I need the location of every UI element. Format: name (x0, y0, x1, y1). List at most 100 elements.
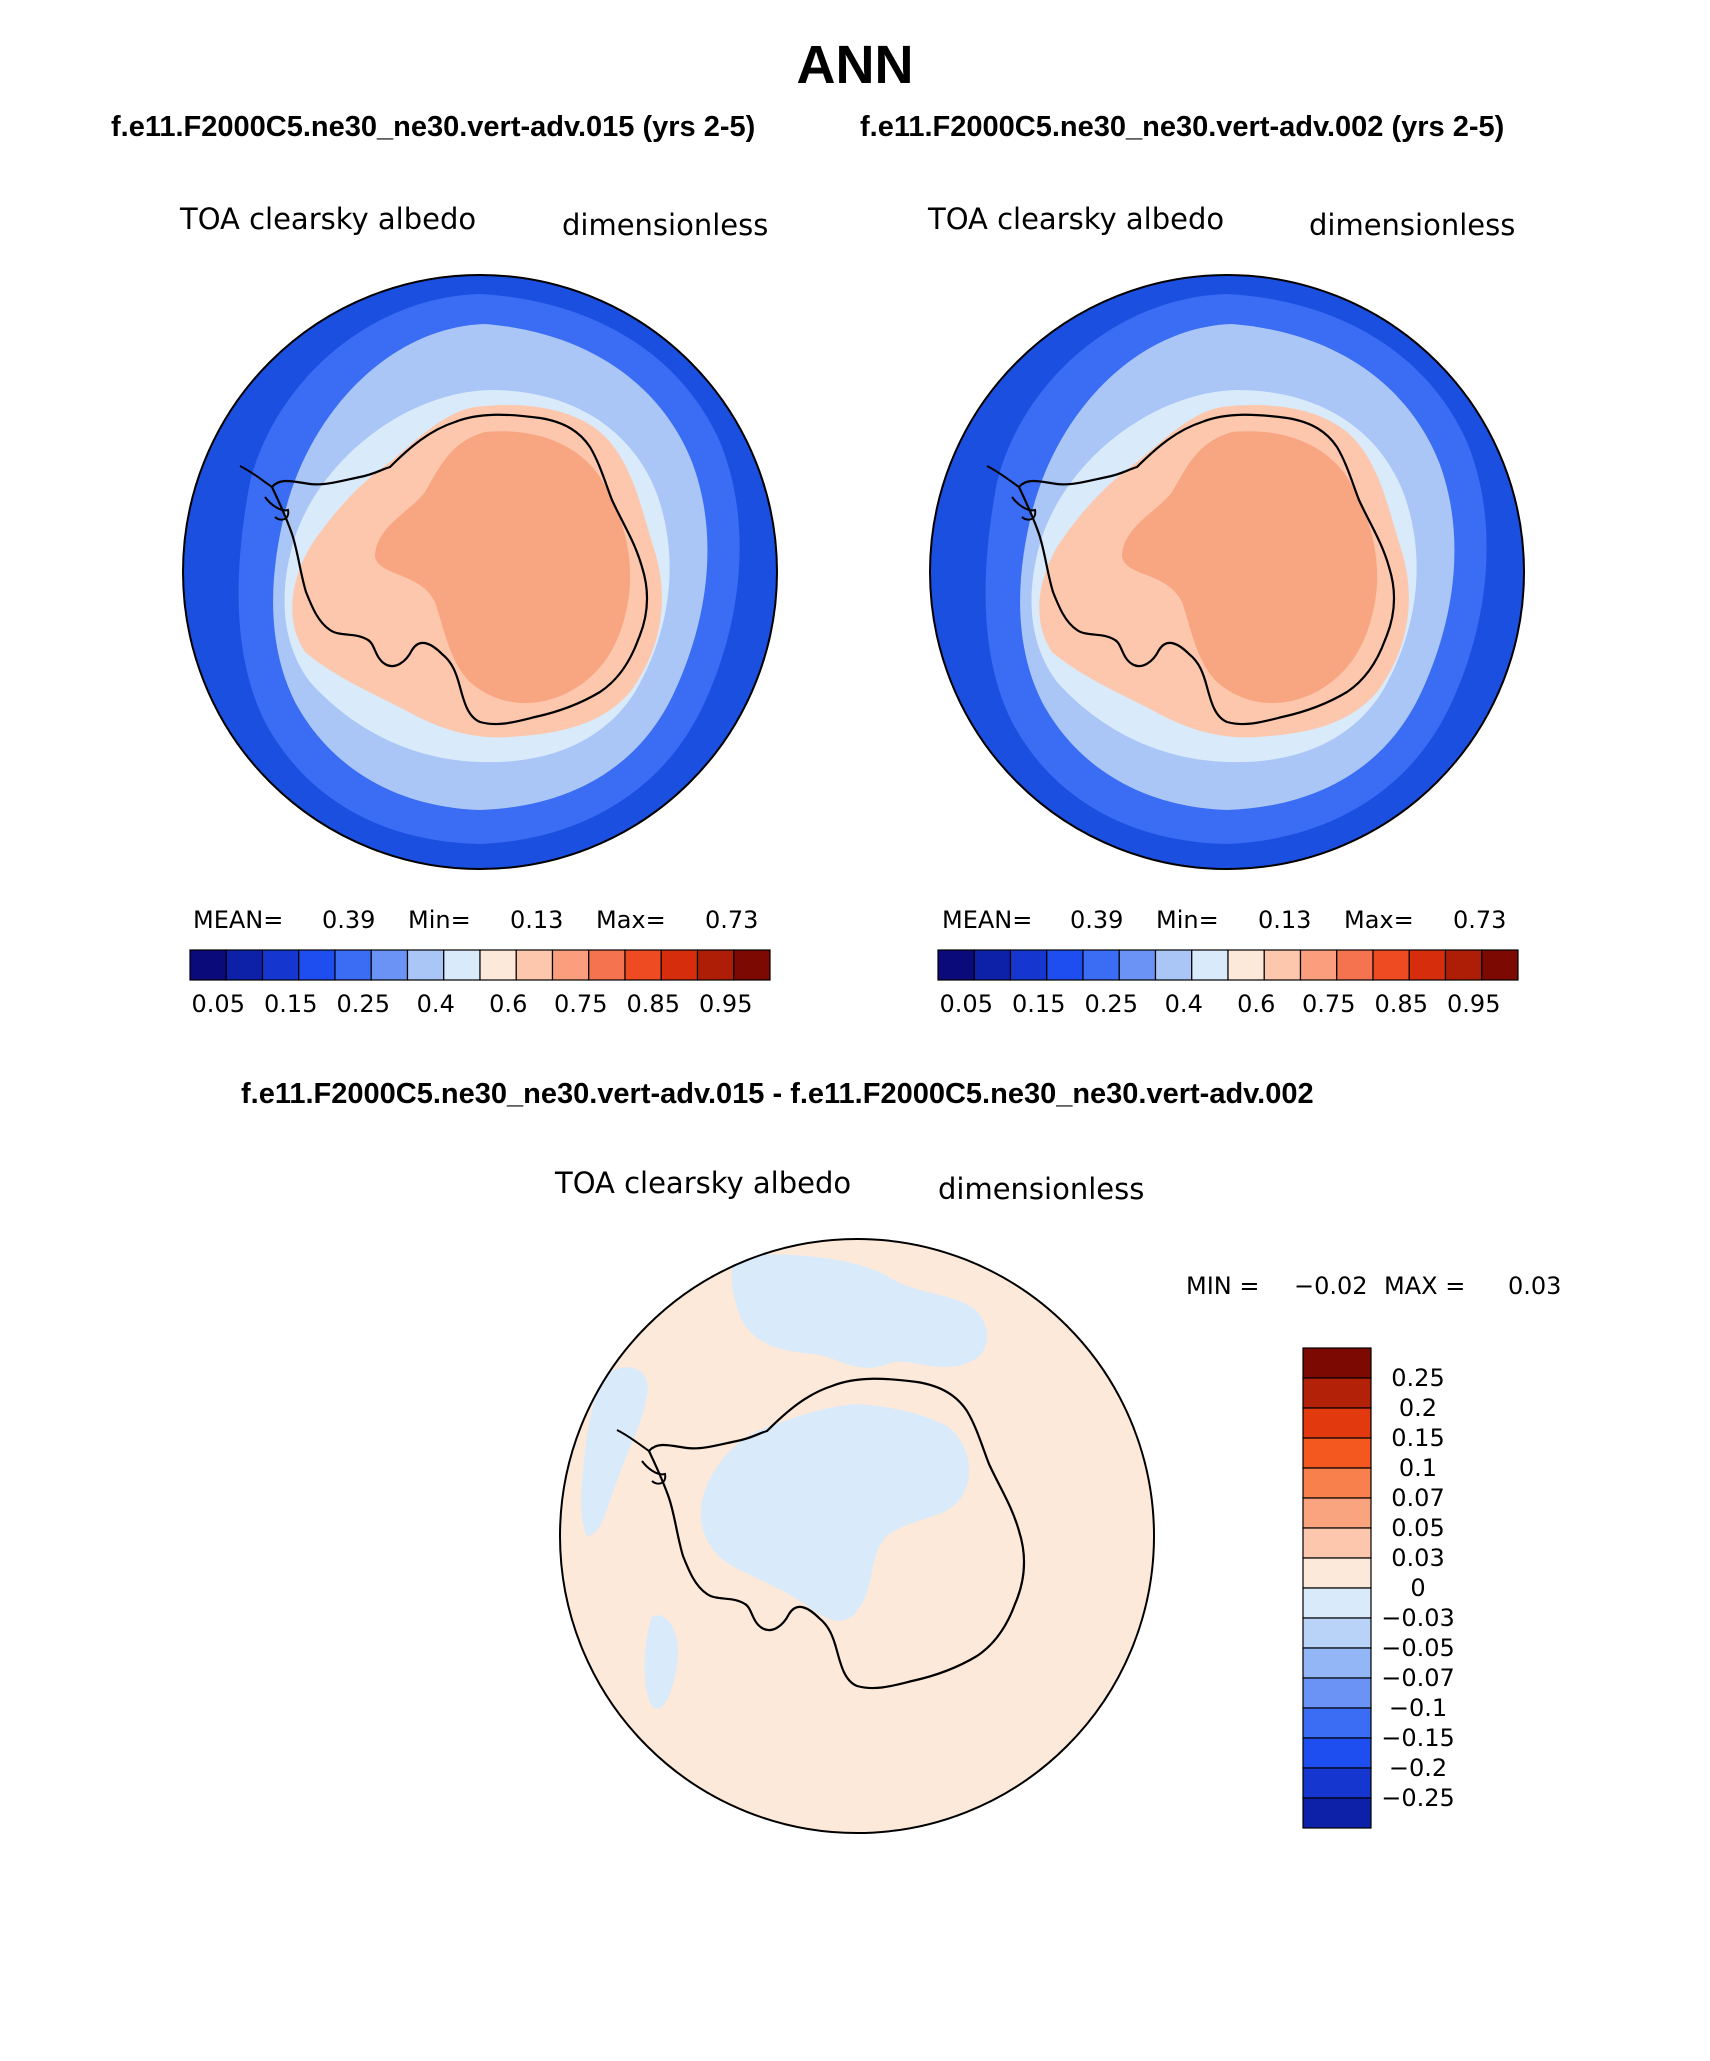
panel1-variable-label: TOA clearsky albedo (180, 202, 477, 236)
panel2-mean-value: 0.39 (1070, 906, 1124, 934)
panel1-colorbar-swatch (733, 949, 771, 981)
diff-colorbar-swatch (1302, 1677, 1372, 1709)
panel1-colorbar-tick-label: 0.75 (554, 990, 608, 1018)
panel1-colorbar-swatch (334, 949, 372, 981)
panel2-colorbar-tick-label: 0.4 (1164, 990, 1203, 1018)
panel2-colorbar-swatch (1191, 949, 1229, 981)
diff-max-value: 0.03 (1508, 1272, 1562, 1300)
panel1-colorbar-swatch (225, 949, 264, 981)
diff-colorbar-swatch (1302, 1707, 1372, 1739)
panel2-colorbar-swatch (1046, 949, 1084, 981)
panel1-mean-label: MEAN= (193, 906, 284, 934)
diff-negative-region-west (581, 1367, 648, 1536)
panel2-colorbar-tick-label: 0.25 (1084, 990, 1138, 1018)
diff-colorbar-tick-label: 0.25 (1391, 1364, 1445, 1392)
panel2-peninsula-coast (986, 465, 1037, 521)
panel1-colorbar-swatch (551, 949, 590, 981)
case-header-right: f.e11.F2000C5.ne30_ne30.vert-adv.002 (yr… (860, 111, 1505, 143)
panel1-map-border (182, 274, 778, 870)
panel1-colorbar-tick-label: 0.85 (626, 990, 680, 1018)
panel1-colorbar-swatch (443, 949, 481, 981)
panel1-min-value: 0.13 (510, 906, 564, 934)
panel2-colorbar-swatch (973, 949, 1012, 981)
panel2-colorbar-tick-label: 0.75 (1302, 990, 1356, 1018)
diff-units-label: dimensionless (938, 1172, 1145, 1206)
panel2-map-border (929, 274, 1525, 870)
diff-header: f.e11.F2000C5.ne30_ne30.vert-adv.015 - f… (241, 1078, 1314, 1110)
panel2-colorbar-swatch (1227, 949, 1265, 981)
diff-max-label: MAX = (1384, 1272, 1466, 1300)
panel2-max-label: Max= (1344, 906, 1414, 934)
diff-negative-region-continent (700, 1404, 970, 1621)
panel2-min-value: 0.13 (1258, 906, 1312, 934)
diff-colorbar-tick-label: 0.05 (1391, 1514, 1445, 1542)
panel1-land-high (375, 431, 631, 704)
panel1-colorbar-swatch (624, 949, 662, 981)
diff-colorbar-swatch (1302, 1437, 1372, 1469)
panel1-colorbar (189, 949, 771, 981)
diff-colorbar-tick-label: 0.07 (1391, 1484, 1445, 1512)
panel2-colorbar-swatch (1481, 949, 1519, 981)
diff-colorbar-swatch (1302, 1767, 1372, 1799)
diff-colorbar-swatch (1302, 1377, 1372, 1409)
diff-colorbar-tick-label: 0 (1410, 1574, 1426, 1602)
diff-colorbar-ticks: 0.25 0.2 0.15 0.1 0.07 0.05 0.03 0 −0.03 −0.05 −0.… (1378, 1348, 1478, 1828)
diff-colorbar-tick-label: −0.15 (1381, 1724, 1455, 1752)
panel2-colorbar-swatch (937, 949, 975, 981)
diff-colorbar-tick-label: −0.07 (1381, 1664, 1455, 1692)
panel2-colorbar-swatch (1336, 949, 1374, 981)
panel2-polar-map (929, 274, 1525, 870)
diff-colorbar-swatch (1302, 1587, 1372, 1619)
panel1-colorbar-tick-label: 0.25 (336, 990, 390, 1018)
panel1-colorbar-swatch (406, 949, 445, 981)
diff-colorbar-tick-label: 0.15 (1391, 1424, 1445, 1452)
diff-colorbar-swatch (1302, 1797, 1372, 1829)
diff-variable-label: TOA clearsky albedo (555, 1166, 852, 1200)
diff-colorbar (1302, 1347, 1372, 1829)
panel1-colorbar-tick-label: 0.95 (699, 990, 753, 1018)
panel2-units-label: dimensionless (1309, 208, 1516, 242)
panel2-colorbar-swatch (1444, 949, 1483, 981)
diff-colorbar-tick-label: −0.05 (1381, 1634, 1455, 1662)
panel1-colorbar-swatch (370, 949, 409, 981)
diff-colorbar-tick-label: −0.1 (1388, 1694, 1448, 1722)
panel1-colorbar-swatch (479, 949, 517, 981)
panel1-mean-value: 0.39 (322, 906, 376, 934)
diff-colorbar-tick-label: 0.1 (1398, 1454, 1438, 1482)
panel2-colorbar-swatch (1118, 949, 1157, 981)
diff-colorbar-swatch (1302, 1617, 1372, 1649)
panel1-colorbar-ticks: 0.05 0.15 0.25 0.4 0.6 0.75 0.85 0.95 (190, 990, 770, 1022)
panel1-colorbar-tick-label: 0.15 (264, 990, 318, 1018)
panel1-colorbar-swatch (298, 949, 336, 981)
diff-min-label: MIN = (1186, 1272, 1260, 1300)
panel2-colorbar-swatch (1408, 949, 1447, 981)
panel2-colorbar-swatch (1154, 949, 1193, 981)
diff-polar-map (559, 1238, 1155, 1834)
panel2-colorbar-swatch (1263, 949, 1302, 981)
panel2-colorbar-tick-label: 0.95 (1447, 990, 1501, 1018)
panel2-colorbar-swatch (1299, 949, 1338, 981)
diff-peninsula-coast (616, 1429, 667, 1485)
diff-negative-region-north (731, 1254, 988, 1368)
panel2-colorbar-ticks: 0.05 0.15 0.25 0.4 0.6 0.75 0.85 0.95 (938, 990, 1518, 1022)
panel2-variable-label: TOA clearsky albedo (928, 202, 1225, 236)
panel2-max-value: 0.73 (1453, 906, 1507, 934)
diff-negative-region-southwest (644, 1615, 678, 1709)
panel2-min-label: Min= (1156, 906, 1219, 934)
diff-colorbar-tick-label: 0.03 (1391, 1544, 1445, 1572)
panel1-colorbar-tick-label: 0.4 (416, 990, 455, 1018)
panel2-coastline (1017, 413, 1396, 726)
diff-map-border (559, 1238, 1155, 1834)
diff-colorbar-swatch (1302, 1467, 1372, 1499)
panel1-polar-map (182, 274, 778, 870)
diff-colorbar-swatch (1302, 1347, 1372, 1379)
panel1-colorbar-swatch (261, 949, 300, 981)
panel1-colorbar-swatch (189, 949, 227, 981)
panel1-colorbar-swatch (515, 949, 554, 981)
panel2-colorbar-tick-label: 0.85 (1374, 990, 1428, 1018)
diff-min-value: −0.02 (1294, 1272, 1368, 1300)
panel1-peninsula-coast (239, 465, 290, 521)
panel2-colorbar-tick-label: 0.6 (1237, 990, 1276, 1018)
panel1-min-label: Min= (408, 906, 471, 934)
diff-colorbar-swatch (1302, 1407, 1372, 1439)
